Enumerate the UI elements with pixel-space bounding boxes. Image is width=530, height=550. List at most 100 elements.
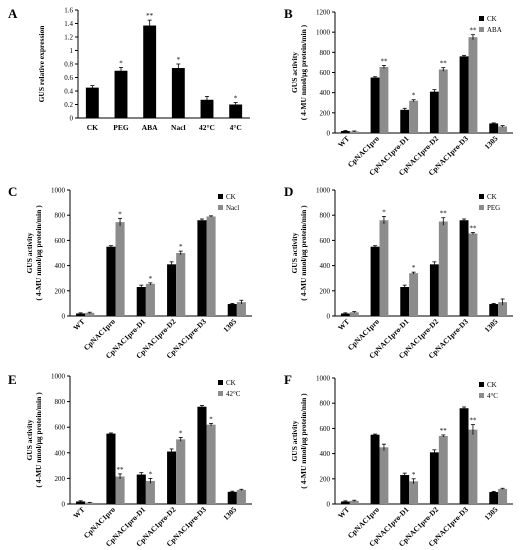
y-tick-label: 1.6 [64, 7, 73, 15]
y-axis-label: GUS relative expression [37, 25, 46, 103]
bar [200, 99, 214, 118]
bar [349, 312, 359, 316]
y-axis-label-units: ( 4-MU nmol/μg protein/min ) [299, 205, 308, 301]
y-axis-label: GUS activity [25, 232, 34, 273]
bar [176, 439, 186, 504]
x-category-label: 1305 [221, 317, 238, 334]
bar [379, 66, 389, 133]
bar [409, 100, 419, 133]
bar [429, 91, 439, 133]
bar [459, 56, 469, 133]
y-tick-label: 1000 [316, 187, 331, 195]
bar [498, 126, 508, 133]
panel-letter: C [8, 184, 17, 199]
panel-f: F 0 200 400 600 800 1000 GUS activity( 4-MU nmo… [284, 372, 513, 548]
y-tick-label: 0 [327, 313, 331, 321]
significance-mark: * [177, 56, 181, 64]
y-tick-label: 200 [320, 287, 331, 295]
y-tick-label: 200 [55, 475, 66, 483]
y-axis-label: GUS activity [290, 420, 299, 461]
bar [114, 70, 128, 118]
significance-mark: ** [440, 60, 448, 68]
bar [459, 408, 469, 504]
x-category-label: PEG [113, 123, 129, 132]
y-axis-label-units: ( 4-MU nmol/μg protein/min ) [299, 393, 308, 489]
y-axis-label: GUS activity [290, 232, 299, 273]
legend-label: 42°C [226, 390, 241, 398]
y-tick-label: 200 [320, 475, 331, 483]
y-tick-label: 0 [70, 115, 74, 123]
bar [468, 233, 478, 316]
y-tick-label: 0 [327, 130, 331, 138]
y-tick-label: 0 [62, 313, 66, 321]
bar [468, 429, 478, 504]
bar [438, 221, 448, 316]
y-tick-label: 1200 [316, 9, 331, 17]
y-tick-label: 800 [55, 398, 66, 406]
bar [115, 222, 125, 316]
bar [340, 130, 350, 133]
bar [498, 302, 508, 316]
bar [468, 37, 478, 134]
y-tick-label: 600 [320, 237, 331, 245]
bar [409, 273, 419, 316]
legend-label: ABA [487, 26, 502, 34]
y-tick-label: 400 [55, 262, 66, 270]
bar [136, 287, 146, 316]
bar [409, 481, 419, 504]
bar [489, 123, 499, 133]
legend-swatch [479, 205, 484, 210]
bar [236, 302, 246, 316]
y-tick-label: 0 [62, 501, 66, 509]
bar [229, 104, 243, 118]
bar [349, 131, 359, 133]
y-tick-label: 0 [327, 501, 331, 509]
y-axis-label-units: ( 4-MU nmol/μg protein/min ) [299, 24, 308, 120]
legend-label: PEG [487, 204, 500, 212]
y-tick-label: 800 [320, 400, 331, 408]
bar [85, 502, 95, 504]
bar [400, 475, 410, 504]
bar [167, 264, 177, 316]
y-tick-label: 400 [320, 262, 331, 270]
bar [400, 287, 410, 316]
panel-letter: D [284, 184, 293, 199]
y-axis-label-units: ( 4-MU nmol/μg protein/min ) [34, 205, 43, 301]
significance-mark: * [412, 264, 416, 272]
y-tick-label: 400 [55, 449, 66, 457]
bar [85, 312, 95, 316]
significance-mark: * [118, 210, 122, 218]
legend-label: CK [226, 193, 236, 201]
significance-mark: * [119, 59, 123, 67]
legend-swatch [479, 16, 484, 21]
significance-mark: * [179, 429, 183, 437]
bar [145, 283, 155, 316]
bar [227, 304, 237, 316]
y-tick-label: 800 [55, 212, 66, 220]
significance-mark: ** [380, 57, 388, 65]
legend-swatch [479, 393, 484, 398]
bar [400, 109, 410, 133]
y-axis-label: GUS activity [290, 52, 299, 93]
significance-mark: ** [146, 12, 154, 20]
bar [489, 492, 499, 504]
panel-d: D 0 200 400 600 800 1000 GUS activity( 4-MU nmo… [284, 184, 513, 360]
legend-label: 4°C [487, 392, 498, 400]
y-tick-label: 200 [320, 109, 331, 117]
panel-letter: B [284, 6, 293, 21]
bar [379, 220, 389, 316]
y-tick-label: 1.2 [64, 34, 73, 42]
legend-label: Nacl [226, 204, 239, 212]
legend-label: CK [226, 379, 236, 387]
bar [167, 451, 177, 504]
panel-a: A 0 0.2 0.4 0.6 0.8 1 1.2 1.4 1.6 GUS relative exp… [8, 6, 250, 132]
y-tick-label: 1000 [316, 29, 331, 37]
significance-mark: ** [469, 27, 477, 35]
bar [197, 406, 207, 504]
panel-c: C 0 200 400 600 800 1000 GUS activity( 4-MU nmo… [8, 184, 252, 360]
y-tick-label: 400 [320, 89, 331, 97]
significance-mark: * [382, 208, 386, 216]
bar [459, 220, 469, 316]
significance-mark: ** [117, 466, 125, 474]
